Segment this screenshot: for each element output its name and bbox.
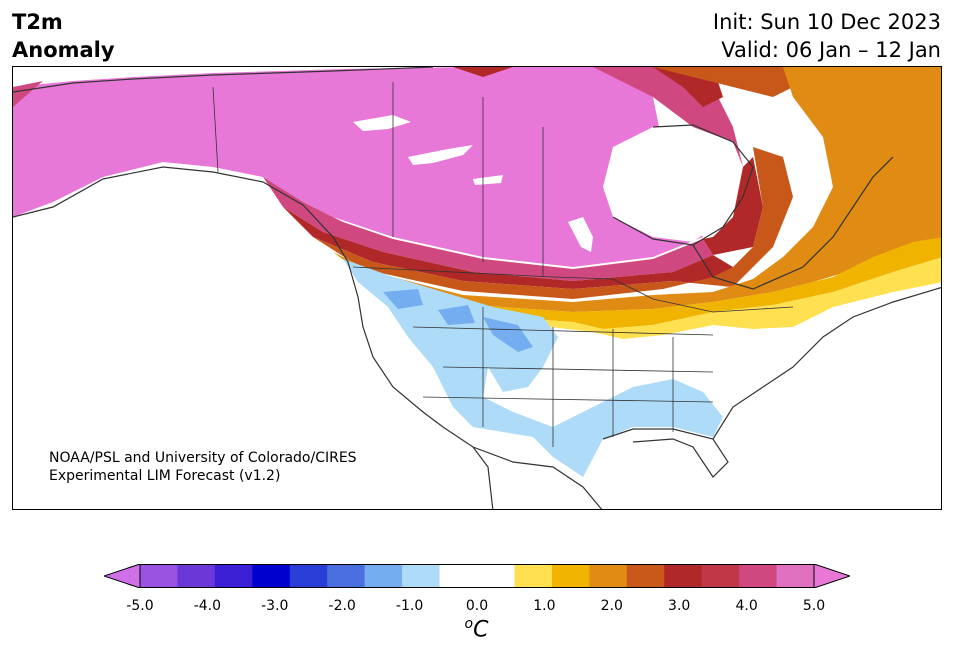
unit-degree: o <box>464 616 474 632</box>
coastlines <box>13 67 941 509</box>
colorbar-cell <box>140 564 178 588</box>
colorbar-cell <box>327 564 366 588</box>
colorbar-outline <box>139 564 815 588</box>
colorbar-cell <box>589 564 628 588</box>
colorbar <box>104 564 850 588</box>
hudson-bay <box>603 127 743 242</box>
political-borders <box>212 82 794 447</box>
map-canvas <box>13 67 941 509</box>
colorbar-tick-label: -4.0 <box>193 598 222 614</box>
colorbar-cells <box>140 564 815 588</box>
colorbar-tick-label: 1.0 <box>533 598 556 614</box>
colorbar-cell <box>402 564 441 588</box>
colorbar-cell <box>477 564 515 588</box>
colorbar-tick-label: -5.0 <box>126 598 154 614</box>
map-title: T2m Anomaly <box>12 8 115 64</box>
colorbar-cell <box>439 564 478 588</box>
colorbar-tick-label: 3.0 <box>668 598 691 614</box>
anomaly-region-warm-3 <box>283 67 763 289</box>
title-line-2: Anomaly <box>12 38 115 62</box>
colorbar-cell <box>776 564 815 588</box>
title-line-1: T2m <box>12 10 63 34</box>
colorbar-tick-label: -1.0 <box>395 598 424 614</box>
colorbar-cell <box>177 564 216 588</box>
colorbar-cell <box>701 564 740 588</box>
colorbar-tick-label: 0.0 <box>465 598 489 614</box>
colorbar-cell <box>364 564 403 588</box>
colorbar-extend-high <box>813 564 850 588</box>
credit-line-2: Experimental LIM Forecast (v1.2) <box>49 468 281 484</box>
anomaly-region-strong-warm <box>13 67 703 267</box>
colorbar-cell <box>739 564 778 588</box>
colorbar-tick-label: 2.0 <box>600 598 623 614</box>
lake-athabasca <box>473 175 503 185</box>
init-date: Init: Sun 10 Dec 2023 <box>712 10 941 34</box>
lake-great-slave <box>408 145 473 165</box>
anomaly-region-warm-1 <box>353 237 941 329</box>
colorbar-extend-low <box>104 564 141 588</box>
anomaly-map <box>12 66 942 510</box>
valid-date: Valid: 06 Jan – 12 Jan <box>721 38 941 62</box>
colorbar-ticks: -5.0 -4.0 -3.0 -2.0 -1.0 0.0 1.0 2.0 3.0 4.0 5.0 <box>0 598 953 618</box>
credit-line-1: NOAA/PSL and University of Colorado/CIRE… <box>49 450 357 466</box>
lake-winnipeg <box>568 217 593 252</box>
colorbar-cell <box>252 564 291 588</box>
colorbar-cell <box>214 564 253 588</box>
lake-great-bear <box>353 115 411 131</box>
anomaly-region-warm-4 <box>13 67 743 281</box>
colorbar-cell <box>664 564 703 588</box>
anomaly-region-cool-05 <box>343 259 723 477</box>
credit-text: NOAA/PSL and University of Colorado/CIRE… <box>49 449 357 485</box>
colorbar-tick-label: -2.0 <box>328 598 356 614</box>
colorbar-cell <box>289 564 328 588</box>
colorbar-cell <box>626 564 665 588</box>
colorbar-tick-label: -3.0 <box>261 598 289 614</box>
anomaly-region-warm-15 <box>333 67 941 312</box>
colorbar-cell <box>514 564 553 588</box>
colorbar-unit: oC <box>0 616 953 642</box>
anomaly-region-cool-1 <box>383 289 533 352</box>
colorbar-cell <box>551 564 590 588</box>
colorbar-tick-label: 5.0 <box>802 598 826 614</box>
colorbar-tick-label: 4.0 <box>735 598 758 614</box>
unit-celsius: C <box>473 617 489 643</box>
forecast-dates: Init: Sun 10 Dec 2023 Valid: 06 Jan – 12… <box>713 8 941 64</box>
